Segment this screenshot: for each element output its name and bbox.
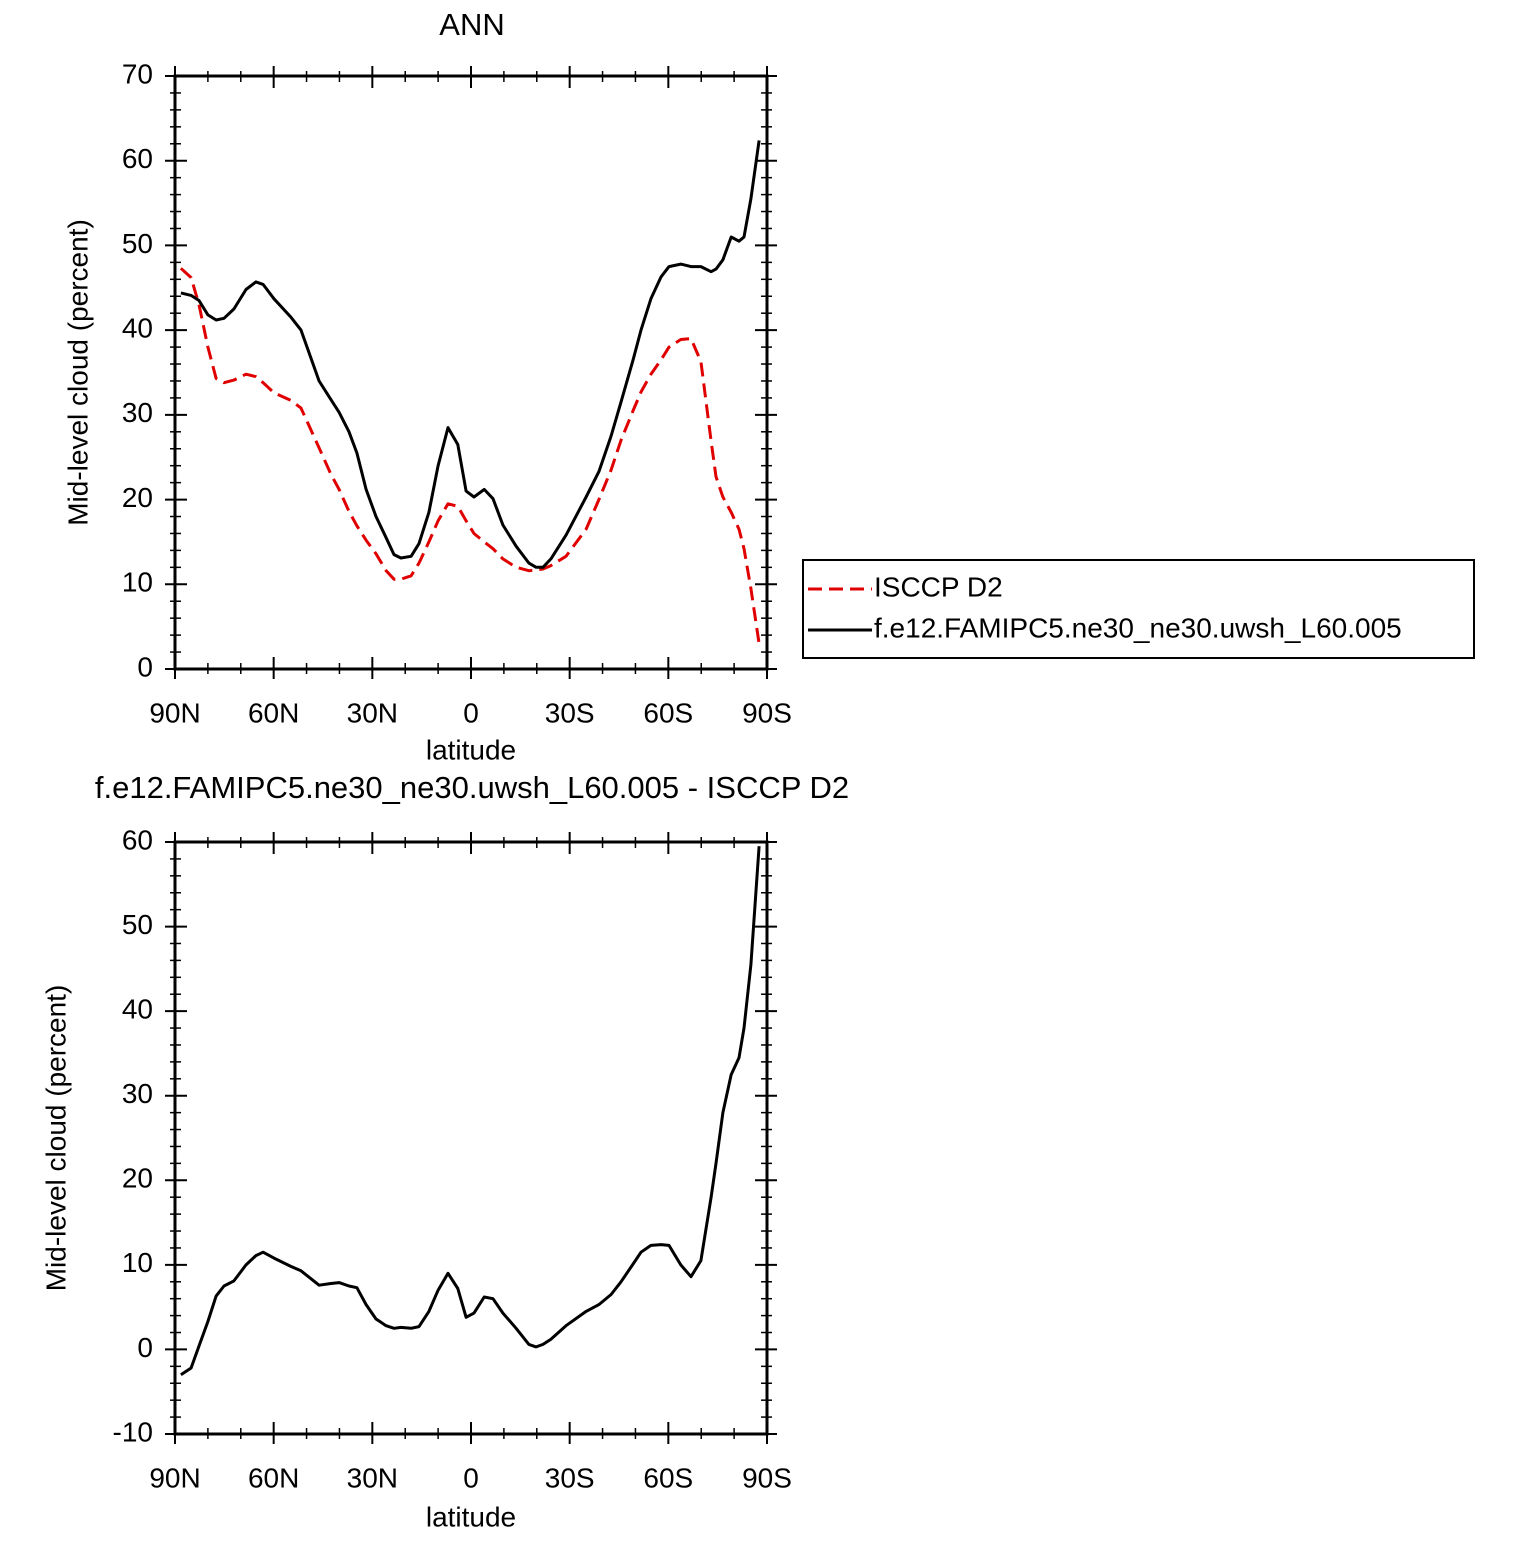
data-line (180, 846, 761, 1377)
plot-frame (173, 74, 769, 671)
x-tick-label: 0 (463, 1462, 479, 1493)
y-axis-label: Mid-level cloud (percent) (40, 985, 71, 1292)
x-tick-label: 60S (643, 1462, 693, 1493)
x-tick-label: 30S (545, 697, 595, 728)
legend-box (802, 559, 1475, 659)
y-tick-label: 10 (122, 567, 153, 598)
y-tick-label: 20 (122, 1163, 153, 1194)
y-axis-label: Mid-level cloud (percent) (62, 219, 93, 526)
y-tick-label: 30 (122, 1078, 153, 1109)
y-tick-label: 40 (122, 994, 153, 1025)
x-tick-label: 30N (347, 1462, 398, 1493)
x-tick-label: 0 (463, 697, 479, 728)
y-tick-label: 50 (122, 909, 153, 940)
x-axis-label: latitude (426, 734, 516, 765)
x-tick-label: 90S (742, 1462, 792, 1493)
y-tick-label: 40 (122, 313, 153, 344)
y-tick-label: 50 (122, 228, 153, 259)
legend-label: ISCCP D2 (874, 571, 1003, 602)
y-tick-label: 70 (122, 58, 153, 89)
x-tick-label: 60S (643, 697, 693, 728)
x-tick-label: 90N (149, 697, 200, 728)
plot-frame (173, 840, 769, 1436)
x-tick-label: 90N (149, 1462, 200, 1493)
legend-label: f.e12.FAMIPC5.ne30_ne30.uwsh_L60.005 (874, 612, 1402, 643)
y-tick-label: 60 (122, 143, 153, 174)
y-tick-label: 0 (137, 1332, 153, 1363)
y-tick-label: 20 (122, 482, 153, 513)
x-tick-label: 60N (248, 697, 299, 728)
chart-title: f.e12.FAMIPC5.ne30_ne30.uwsh_L60.005 - I… (95, 770, 849, 805)
x-axis-label: latitude (426, 1501, 516, 1532)
x-tick-label: 90S (742, 697, 792, 728)
y-tick-label: 60 (122, 824, 153, 855)
y-tick-label: -10 (113, 1416, 153, 1447)
x-tick-label: 30N (347, 697, 398, 728)
y-tick-label: 10 (122, 1247, 153, 1278)
x-tick-label: 60N (248, 1462, 299, 1493)
y-tick-label: 30 (122, 397, 153, 428)
x-tick-label: 30S (545, 1462, 595, 1493)
y-tick-label: 0 (137, 651, 153, 682)
chart-title: ANN (439, 7, 504, 42)
data-line (180, 140, 761, 569)
data-line (179, 267, 761, 644)
